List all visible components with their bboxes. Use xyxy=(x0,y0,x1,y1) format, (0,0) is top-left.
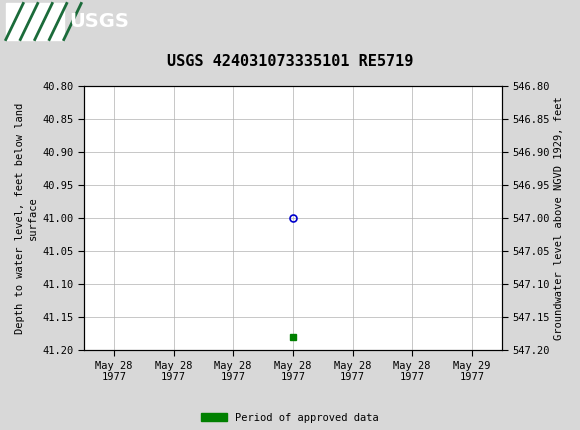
Legend: Period of approved data: Period of approved data xyxy=(201,413,379,423)
Text: USGS: USGS xyxy=(70,12,129,31)
Bar xyxy=(6,3,64,40)
Y-axis label: Depth to water level, feet below land
surface: Depth to water level, feet below land su… xyxy=(15,103,38,334)
Text: USGS 424031073335101 RE5719: USGS 424031073335101 RE5719 xyxy=(167,54,413,69)
Y-axis label: Groundwater level above NGVD 1929, feet: Groundwater level above NGVD 1929, feet xyxy=(554,96,564,340)
